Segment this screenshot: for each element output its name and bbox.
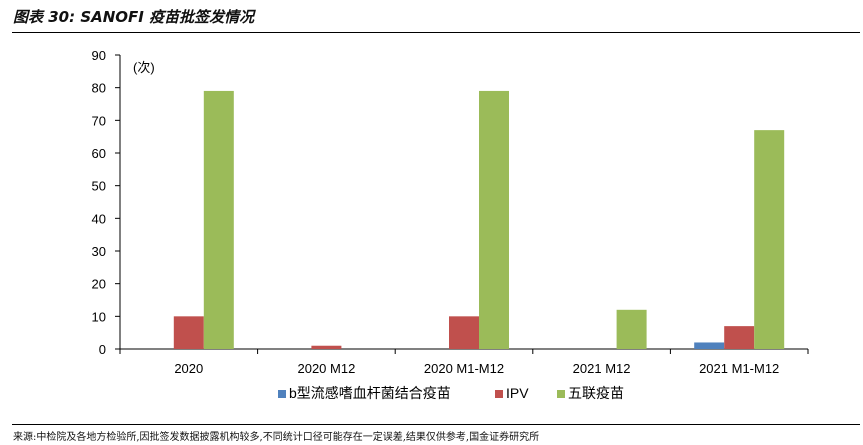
x-category-label: 2020 M1-M12 bbox=[424, 361, 504, 376]
y-tick-label: 50 bbox=[92, 179, 106, 194]
x-category-label: 2020 bbox=[174, 361, 203, 376]
y-tick-label: 0 bbox=[99, 342, 106, 357]
y-tick-label: 90 bbox=[92, 48, 106, 63]
category-labels: 2020 2020 M12 2020 M1-M12 2021 M12 2021 M1-M… bbox=[174, 361, 779, 376]
y-tick-label: 40 bbox=[92, 211, 106, 226]
bar-2-4 bbox=[754, 130, 785, 349]
x-category-label: 2021 M1-M12 bbox=[699, 361, 779, 376]
x-category-label: 2021 M12 bbox=[573, 361, 631, 376]
legend-swatch-1 bbox=[495, 390, 503, 398]
bar-1-1 bbox=[311, 345, 342, 349]
bar-2-2 bbox=[479, 90, 509, 349]
y-tick-label: 80 bbox=[92, 81, 106, 96]
bar-1-4 bbox=[724, 326, 755, 349]
y-unit-label: (次) bbox=[133, 60, 155, 75]
y-tick-label: 70 bbox=[92, 113, 106, 128]
source-note: 来源:中检院及各地方检验所,因批签发数据披露机构较多,不同统计口径可能存在一定误… bbox=[13, 432, 540, 443]
bar-marks bbox=[173, 90, 785, 349]
legend-swatch-0 bbox=[278, 390, 286, 398]
title-rule bbox=[12, 32, 860, 33]
y-axis-ticks: 0 10 20 30 40 50 60 70 80 90 bbox=[92, 48, 120, 357]
legend-label-2: 五联疫苗 bbox=[568, 385, 624, 401]
legend-label-0: b型流感嗜血杆菌结合疫苗 bbox=[289, 385, 451, 401]
legend: b型流感嗜血杆菌结合疫苗 IPV 五联疫苗 bbox=[278, 385, 624, 401]
bar-0-4 bbox=[694, 342, 725, 349]
bar-2-0 bbox=[203, 90, 234, 349]
bar-1-2 bbox=[449, 316, 479, 349]
legend-label-1: IPV bbox=[506, 385, 529, 401]
bar-1-0 bbox=[173, 316, 204, 349]
source-rule bbox=[12, 424, 860, 425]
y-tick-label: 30 bbox=[92, 244, 106, 259]
bar-2-3 bbox=[616, 309, 647, 349]
y-tick-label: 60 bbox=[92, 146, 106, 161]
y-tick-label: 20 bbox=[92, 277, 106, 292]
y-tick-label: 10 bbox=[92, 309, 106, 324]
bar-chart: 0 10 20 30 40 50 60 70 80 90 2020 2020 M12 2020 M1-… bbox=[92, 48, 809, 401]
x-category-label: 2020 M12 bbox=[297, 361, 355, 376]
legend-swatch-2 bbox=[557, 390, 565, 398]
figure-title: 图表 30: SANOFI 疫苗批签发情况 bbox=[13, 8, 255, 26]
